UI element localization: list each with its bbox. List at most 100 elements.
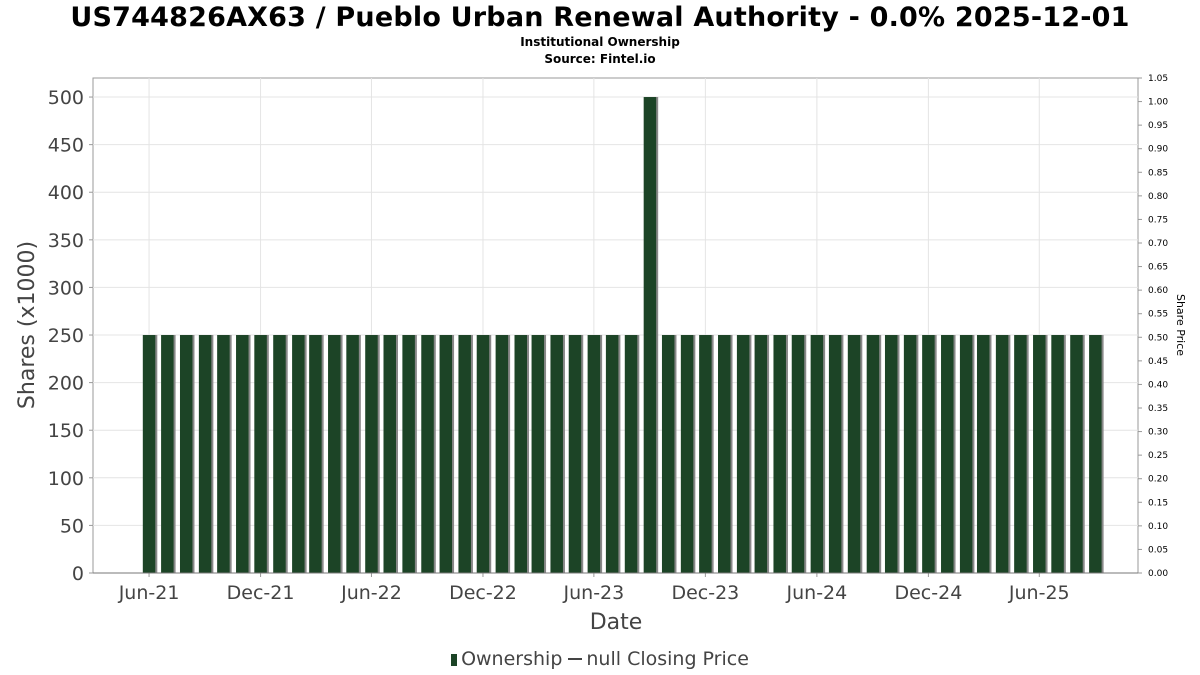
price-legend-line: [568, 658, 583, 660]
chart-subtitle-ownership: Institutional Ownership: [520, 35, 680, 49]
y2-tick-label: 0.30: [1148, 428, 1168, 438]
ownership-bar: [680, 335, 694, 573]
y-tick-label: 50: [60, 515, 84, 537]
y2-tick-label: 0.80: [1148, 192, 1168, 202]
ownership-bar: [903, 335, 917, 573]
y2-tick-label: 0.75: [1148, 215, 1168, 225]
y2-tick-label: 0.85: [1148, 168, 1168, 178]
ownership-bar: [402, 335, 415, 573]
ownership-bar: [439, 335, 453, 573]
ownership-bar: [458, 335, 471, 573]
y2-tick-label: 0.55: [1148, 310, 1168, 320]
ownership-bar: [421, 335, 434, 573]
y-tick-label: 200: [48, 373, 84, 395]
y-tick-label: 250: [48, 325, 84, 347]
y2-axis: 0.00 0.05 0.10 0.15 0.20 0.25 0.30 0.35 0.40 0.45…: [1138, 74, 1168, 579]
ownership-bar: [161, 335, 174, 573]
y2-tick-label: 0.65: [1148, 263, 1168, 273]
legend-price-label: null Closing Price: [586, 648, 749, 670]
ownership-bar: [495, 335, 509, 573]
ownership-bar: [661, 335, 675, 573]
ownership-bar: [976, 335, 990, 573]
chart-title: US744826AX63 / Pueblo Urban Renewal Auth…: [70, 2, 1130, 33]
y2-tick-label: 0.70: [1148, 239, 1168, 249]
chart-subtitle-source: Source: Fintel.io: [544, 52, 656, 66]
legend-ownership-label: Ownership: [461, 648, 563, 670]
ownership-bar: [791, 335, 805, 573]
ownership-legend-swatch: [451, 654, 458, 666]
x-axis-label: Date: [590, 610, 643, 635]
ownership-bar: [273, 335, 286, 573]
x-tick-label: Jun-22: [340, 582, 402, 604]
ownership-bar: [292, 335, 305, 573]
x-tick-label: Dec-22: [449, 582, 517, 604]
x-tick-label: Dec-23: [671, 582, 739, 604]
y2-tick-label: 0.25: [1148, 451, 1168, 461]
y-axis: 0 50 100 150 200 250 300 350 400 450 500: [48, 87, 93, 585]
y2-tick-label: 0.60: [1148, 286, 1168, 296]
y-tick-label: 450: [48, 135, 84, 157]
y-tick-label: 350: [48, 230, 84, 252]
y2-tick-label: 0.45: [1148, 357, 1168, 367]
ownership-bar: [736, 335, 750, 573]
ownership-bar: [514, 335, 527, 573]
y2-tick-label: 0.40: [1148, 380, 1168, 390]
ownership-bar: [941, 335, 954, 573]
y2-tick-label: 1.00: [1148, 98, 1168, 108]
y2-tick-label: 0.15: [1148, 498, 1168, 508]
ownership-bar: [328, 335, 341, 573]
ownership-bar: [773, 335, 786, 573]
ownership-bar: [1033, 335, 1046, 573]
x-tick-label: Jun-21: [118, 582, 180, 604]
ownership-bar: [587, 335, 601, 573]
ownership-bar: [643, 97, 657, 574]
ownership-bar: [699, 335, 712, 573]
ownership-bar: [550, 335, 563, 573]
ownership-bar: [142, 335, 156, 573]
ownership-bar: [959, 335, 973, 573]
ownership-bar: [1089, 335, 1102, 573]
x-axis: Jun-21 Dec-21 Jun-22 Dec-22 Jun-23 Dec-23 Jun-…: [93, 572, 1138, 604]
ownership-bar: [1014, 335, 1027, 573]
x-tick-label: Jun-23: [563, 582, 625, 604]
y-tick-label: 300: [48, 277, 84, 299]
ownership-bar: [236, 335, 249, 573]
y-tick-label: 100: [48, 468, 84, 490]
ownership-bar: [254, 335, 267, 573]
y-tick-label: 150: [48, 420, 84, 442]
ownership-bar: [754, 335, 768, 573]
ownership-bar: [309, 335, 322, 573]
ownership-bar: [922, 335, 935, 573]
y2-tick-label: 0.20: [1148, 475, 1168, 485]
y2-tick-label: 1.05: [1148, 74, 1168, 84]
ownership-bar: [884, 335, 898, 573]
ownership-bar: [217, 335, 230, 573]
y2-tick-label: 0.50: [1148, 333, 1168, 343]
y2-tick-label: 0.35: [1148, 404, 1168, 414]
ownership-bar: [476, 335, 490, 573]
y2-tick-label: 0.05: [1148, 545, 1168, 555]
x-tick-label: Dec-24: [894, 582, 962, 604]
ownership-bar: [718, 335, 731, 573]
x-tick-label: Jun-24: [786, 582, 848, 604]
ownership-bar: [995, 335, 1009, 573]
ownership-bar: [383, 335, 396, 573]
x-tick-label: Dec-21: [227, 582, 295, 604]
y-tick-label: 500: [48, 87, 84, 109]
y2-tick-label: 0.00: [1148, 569, 1168, 579]
ownership-bar: [531, 335, 545, 573]
ownership-bar: [847, 335, 861, 573]
ownership-bars: [142, 97, 1104, 574]
ownership-bar: [198, 335, 212, 573]
chart-legend: Ownership null Closing Price: [0, 648, 1200, 670]
y-tick-label: 400: [48, 182, 84, 204]
ownership-bar: [1070, 335, 1083, 573]
ownership-bar: [624, 335, 638, 573]
y2-tick-label: 0.95: [1148, 121, 1168, 131]
y-tick-label: 0: [72, 563, 84, 585]
y-axis-label: Shares (x1000): [15, 241, 40, 409]
ownership-bar: [605, 335, 619, 573]
ownership-bar: [810, 335, 824, 573]
x-tick-label: Jun-25: [1008, 582, 1070, 604]
